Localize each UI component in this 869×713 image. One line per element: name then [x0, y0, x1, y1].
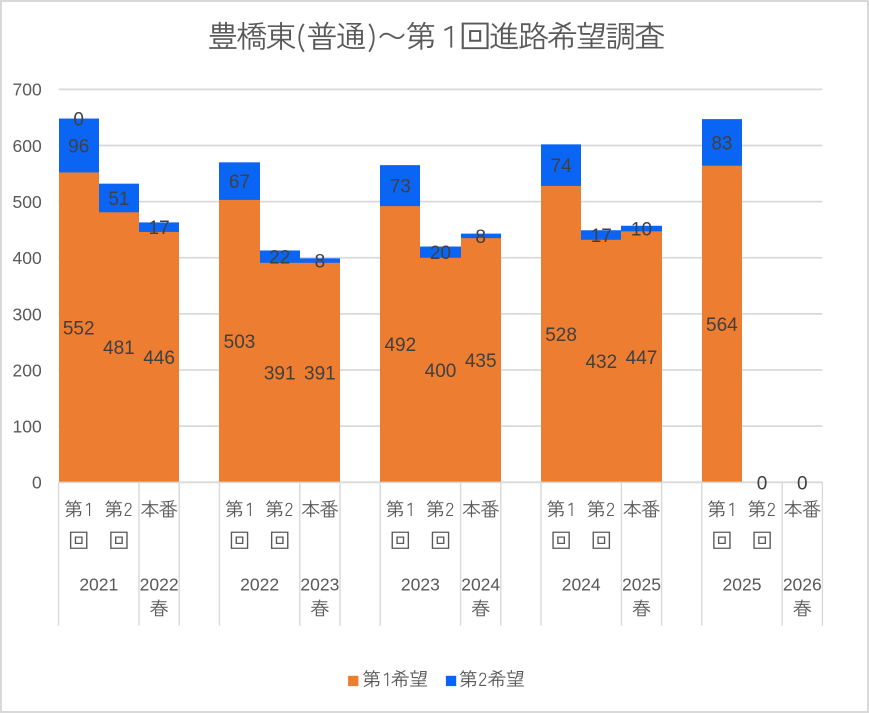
svg-text:0: 0 [757, 474, 768, 495]
svg-text:503: 503 [224, 332, 256, 353]
svg-text:0: 0 [32, 473, 42, 493]
svg-text:2022: 2022 [240, 574, 279, 594]
svg-text:564: 564 [706, 315, 738, 336]
svg-text:22: 22 [269, 248, 290, 269]
svg-text:400: 400 [425, 361, 457, 382]
svg-text:100: 100 [12, 417, 41, 437]
svg-text:83: 83 [711, 133, 732, 154]
svg-text:481: 481 [103, 338, 135, 359]
svg-text:2025: 2025 [622, 574, 661, 594]
svg-text:0: 0 [797, 474, 808, 495]
svg-text:400: 400 [12, 248, 41, 268]
svg-text:8: 8 [315, 251, 326, 272]
svg-text:10: 10 [631, 219, 652, 240]
svg-text:8: 8 [475, 227, 486, 248]
svg-text:500: 500 [12, 192, 41, 212]
svg-text:300: 300 [12, 304, 41, 324]
svg-text:73: 73 [390, 177, 411, 198]
svg-text:67: 67 [229, 172, 250, 193]
svg-text:51: 51 [108, 189, 129, 210]
svg-text:432: 432 [585, 352, 617, 373]
svg-text:391: 391 [304, 363, 336, 384]
svg-text:447: 447 [626, 348, 658, 369]
svg-text:74: 74 [551, 156, 573, 177]
svg-text:2021: 2021 [79, 574, 118, 594]
svg-text:20: 20 [430, 243, 451, 264]
svg-text:528: 528 [545, 325, 577, 346]
svg-text:17: 17 [591, 226, 612, 247]
svg-text:446: 446 [143, 348, 175, 369]
svg-text:0: 0 [73, 109, 84, 130]
svg-text:552: 552 [63, 318, 95, 339]
svg-text:2026: 2026 [783, 574, 822, 594]
svg-text:492: 492 [384, 335, 416, 356]
svg-text:391: 391 [264, 363, 296, 384]
svg-text:200: 200 [12, 360, 41, 380]
svg-text:96: 96 [68, 136, 89, 157]
svg-text:2024: 2024 [461, 574, 500, 594]
svg-text:2023: 2023 [401, 574, 440, 594]
svg-text:435: 435 [465, 351, 497, 372]
svg-text:2023: 2023 [300, 574, 339, 594]
svg-text:17: 17 [149, 218, 170, 239]
svg-text:2025: 2025 [723, 574, 762, 594]
svg-text:2022: 2022 [140, 574, 179, 594]
svg-text:700: 700 [12, 80, 41, 100]
svg-text:600: 600 [12, 136, 41, 156]
svg-text:2024: 2024 [562, 574, 601, 594]
